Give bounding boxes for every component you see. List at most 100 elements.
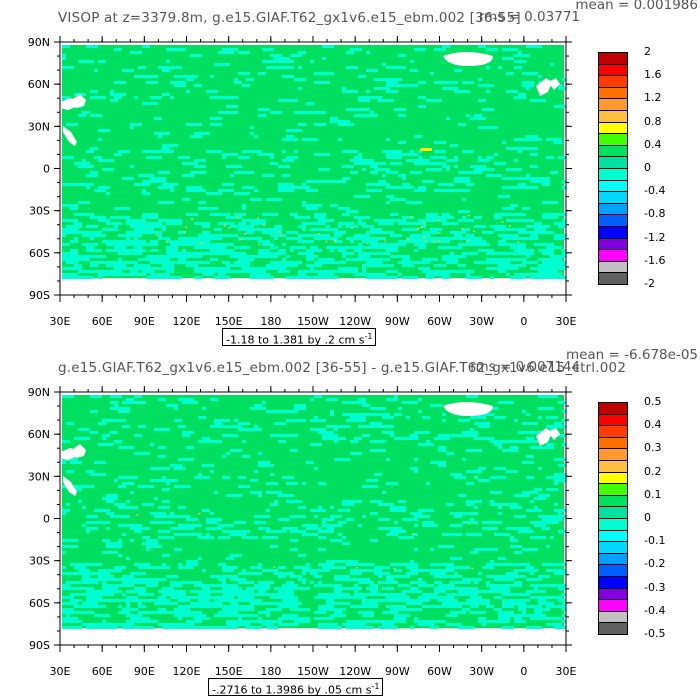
lon-label: 60W bbox=[427, 665, 452, 678]
colorbar-label: 0.4 bbox=[644, 137, 662, 151]
lon-label: 90W bbox=[385, 315, 410, 328]
lon-label: 90E bbox=[134, 665, 155, 678]
lon-label: 180 bbox=[260, 665, 281, 678]
lat-label: 90S bbox=[29, 639, 50, 652]
colorbar-label: -0.1 bbox=[644, 534, 666, 548]
colorbar-swatch bbox=[598, 109, 628, 122]
colorbar-swatch bbox=[598, 249, 628, 261]
lat-label: 0 bbox=[43, 163, 50, 176]
range-box: -.2716 to 1.3986 by .05 cm s-1 bbox=[208, 678, 384, 697]
colorbar-swatch bbox=[598, 179, 628, 192]
lon-label: 150E bbox=[215, 665, 243, 678]
colorbar-label: 0.2 bbox=[644, 464, 662, 478]
colorbar-label: -1.2 bbox=[644, 230, 666, 244]
colorbar-label: 0.8 bbox=[644, 114, 662, 128]
colorbar-swatch bbox=[598, 167, 628, 180]
colorbar-swatch bbox=[598, 448, 628, 460]
lon-label: 30E bbox=[50, 315, 71, 328]
colorbar-label: -0.4 bbox=[644, 184, 666, 198]
rms-label: rms = 0.03771 bbox=[478, 9, 580, 25]
colorbar-swatch bbox=[598, 564, 628, 576]
land-scandinavia-coast bbox=[548, 78, 560, 90]
colorbar-swatch bbox=[598, 494, 628, 507]
colorbar-label: -0.8 bbox=[644, 207, 666, 221]
colorbar bbox=[598, 402, 628, 635]
lon-label: 120E bbox=[173, 665, 201, 678]
lon-label: 30W bbox=[469, 665, 494, 678]
colorbar-swatch bbox=[598, 63, 628, 76]
colorbar-swatch bbox=[598, 225, 628, 238]
lat-label: 30N bbox=[28, 120, 50, 133]
colorbar-swatch bbox=[598, 133, 628, 145]
lon-label: 0 bbox=[520, 665, 527, 678]
land-greenland bbox=[443, 402, 493, 416]
colorbar-label: -0.3 bbox=[644, 580, 666, 594]
colorbar-swatch bbox=[598, 86, 628, 99]
colorbar-swatch bbox=[598, 272, 628, 285]
lon-label: 60W bbox=[427, 315, 452, 328]
lon-label: 30E bbox=[50, 665, 71, 678]
colorbar-swatch bbox=[598, 575, 628, 588]
colorbar-label: -0.2 bbox=[644, 557, 666, 571]
colorbar-swatch bbox=[598, 436, 628, 449]
land-japan bbox=[74, 94, 86, 108]
lon-label: 150W bbox=[297, 315, 329, 328]
colorbar-swatch bbox=[598, 622, 628, 635]
rms-label: rms = 0.007144 bbox=[470, 359, 580, 375]
lon-label: 30E bbox=[556, 665, 577, 678]
lon-label: 120E bbox=[173, 315, 201, 328]
colorbar-label: 0.4 bbox=[644, 418, 662, 432]
colorbar-swatch bbox=[598, 191, 628, 203]
colorbar-label: 0 bbox=[644, 511, 651, 524]
colorbar-label: 0.3 bbox=[644, 441, 662, 455]
range-box: -1.18 to 1.381 by .2 cm s-1 bbox=[222, 328, 377, 347]
colorbar-label: 0.5 bbox=[644, 395, 662, 408]
colorbar-swatch bbox=[598, 541, 628, 553]
colorbar-swatch bbox=[598, 506, 628, 518]
lon-label: 150E bbox=[215, 315, 243, 328]
colorbar-swatch bbox=[598, 552, 628, 565]
colorbar-swatch bbox=[598, 202, 628, 215]
map-field bbox=[60, 42, 566, 295]
colorbar-swatch bbox=[598, 237, 628, 250]
colorbar-swatch bbox=[598, 98, 628, 110]
colorbar-swatch bbox=[598, 587, 628, 600]
colorbar-swatch bbox=[598, 517, 628, 530]
colorbar-label: 1.6 bbox=[644, 68, 662, 82]
colorbar-swatch bbox=[598, 214, 628, 226]
colorbar-label: 2 bbox=[644, 45, 651, 58]
colorbar-swatch bbox=[598, 260, 628, 273]
colorbar-swatch bbox=[598, 156, 628, 168]
lon-label: 180 bbox=[260, 315, 281, 328]
lat-label: 60S bbox=[29, 247, 50, 260]
colorbar bbox=[598, 52, 628, 285]
colorbar-swatch bbox=[598, 121, 628, 134]
lon-label: 0 bbox=[520, 315, 527, 328]
panel-bottom: g.e15.GIAF.T62_gx1v6.e15_ebm.002 [36-55]… bbox=[0, 347, 700, 700]
lat-label: 0 bbox=[43, 513, 50, 526]
colorbar-swatch bbox=[598, 599, 628, 611]
lat-label: 30N bbox=[28, 470, 50, 483]
range-text: -1.18 to 1.381 by .2 cm s bbox=[226, 333, 365, 347]
colorbar-swatch bbox=[598, 459, 628, 472]
colorbar-label: 0.1 bbox=[644, 487, 662, 501]
colorbar-label: 0 bbox=[644, 161, 651, 174]
lat-label: 90N bbox=[28, 386, 50, 399]
colorbar-swatch bbox=[598, 52, 628, 64]
colorbar-swatch bbox=[598, 413, 628, 426]
lat-label: 60N bbox=[28, 78, 50, 91]
panel-title: VISOP at z=3379.8m, g.e15.GIAF.T62_gx1v6… bbox=[58, 10, 521, 26]
lat-label: 60S bbox=[29, 597, 50, 610]
mean-label: mean = -6.678e-05 bbox=[565, 347, 698, 363]
land-philippines bbox=[63, 126, 77, 146]
colorbar-label: -0.4 bbox=[644, 603, 666, 617]
land-uk-isles bbox=[536, 78, 552, 96]
lat-label: 90N bbox=[28, 36, 50, 49]
lon-label: 30E bbox=[556, 315, 577, 328]
colorbar-swatch bbox=[598, 483, 628, 495]
lat-label: 30S bbox=[29, 555, 50, 568]
colorbar-label: -0.5 bbox=[644, 627, 666, 640]
lon-label: 120W bbox=[339, 315, 371, 328]
